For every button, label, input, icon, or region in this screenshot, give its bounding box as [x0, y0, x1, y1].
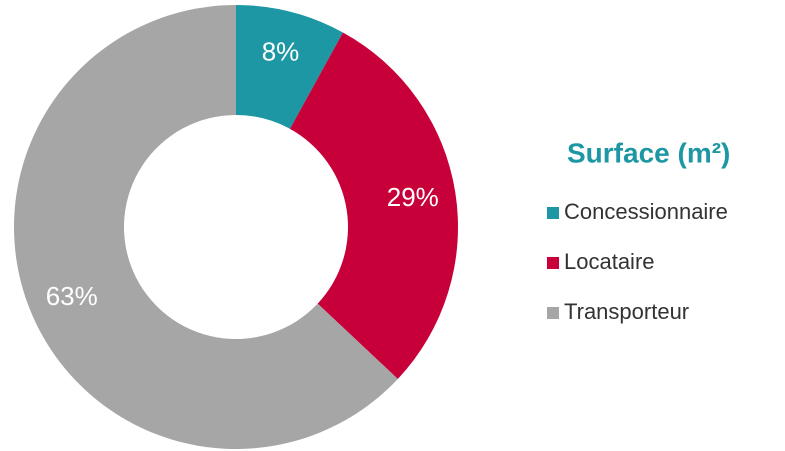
- slice: [236, 5, 343, 129]
- legend-label: Concessionnaire: [564, 199, 728, 224]
- legend-swatch: [547, 207, 559, 219]
- slice-label: 29%: [387, 182, 439, 212]
- legend-title: Surface (m²): [567, 137, 730, 168]
- legend-swatch: [547, 257, 559, 269]
- slice: [289, 32, 459, 379]
- legend-label: Locataire: [564, 249, 655, 274]
- legend-label: Transporteur: [564, 299, 689, 324]
- slice: [13, 5, 398, 450]
- slice-label: 8%: [262, 36, 300, 66]
- legend-swatch: [547, 307, 559, 319]
- slice-label: 63%: [46, 281, 98, 311]
